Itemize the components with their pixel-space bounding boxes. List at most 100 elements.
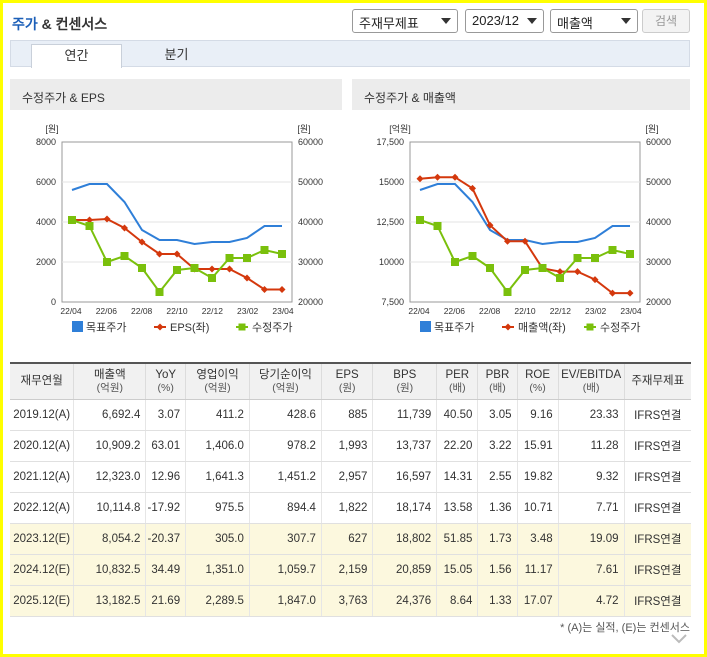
left-tick-label: 12,500	[376, 217, 404, 227]
data-point	[503, 288, 512, 296]
table-cell: 975.5	[185, 492, 250, 524]
table-cell: 1,451.2	[248, 461, 322, 493]
x-tick-label: 22/12	[550, 306, 572, 316]
column-header-unit: (%)	[157, 381, 174, 394]
financial-table: 재무연월 매출액 (억원) YoY (%) 영업이익 (억원) 당기순이익 (억원) EPS (원)…	[10, 362, 691, 617]
right-tick-label: 60000	[298, 137, 323, 147]
column-header: BPS (원)	[372, 363, 437, 400]
table-cell: 10,832.5	[73, 554, 146, 586]
table-row: 2023.12(E) 8,054.2 -20.37 305.0 307.7 627 18,8…	[10, 523, 691, 555]
table-cell: IFRS연결	[623, 399, 691, 431]
table-cell: 14.31	[436, 461, 478, 493]
data-point	[608, 246, 617, 254]
column-header: PBR (배)	[477, 363, 517, 400]
metric-select[interactable]: 매출액	[550, 9, 638, 33]
table-cell: IFRS연결	[623, 430, 691, 462]
data-point	[68, 216, 76, 224]
data-point	[469, 184, 476, 192]
column-header-unit: (%)	[529, 381, 546, 394]
left-unit-label: [원]	[45, 124, 58, 134]
data-point	[451, 258, 459, 266]
data-point	[521, 237, 529, 245]
column-header: 매출액 (억원)	[73, 363, 146, 400]
statement-type-select[interactable]: 주재무제표	[352, 9, 458, 33]
data-point	[138, 238, 146, 246]
column-header: 당기순이익 (억원)	[248, 363, 322, 400]
table-cell: 22.20	[436, 430, 478, 462]
left-tick-label: 17,500	[376, 137, 404, 147]
x-tick-label: 23/02	[237, 306, 259, 316]
table-cell: 2,159	[320, 554, 373, 586]
data-point	[626, 289, 634, 297]
column-header: EV/EBITDA (배)	[557, 363, 625, 400]
title-rest: & 컨센서스	[37, 16, 108, 32]
data-point	[468, 252, 477, 260]
legend-marker	[238, 323, 246, 331]
data-point	[486, 264, 494, 272]
table-cell: 305.0	[185, 523, 250, 555]
data-point	[85, 222, 94, 230]
left-tick-label: 15000	[379, 177, 404, 187]
chevron-down-icon[interactable]	[670, 632, 688, 646]
table-cell: 1,059.7	[248, 554, 322, 586]
column-header-label: 주재무제표	[631, 374, 685, 387]
column-header: PER (배)	[436, 363, 478, 400]
table-cell: 4.72	[557, 585, 625, 617]
data-point	[138, 264, 146, 272]
column-header-unit: (배)	[582, 381, 600, 394]
chevron-down-icon	[527, 18, 537, 24]
chart-legend: 목표주가 매출액(좌) 수정주가	[420, 321, 640, 334]
chevron-down-icon	[441, 18, 451, 24]
column-header: 재무연월	[10, 363, 74, 400]
data-point	[278, 250, 286, 258]
x-tick-label: 22/10	[514, 306, 536, 316]
table-cell: 40.50	[436, 399, 478, 431]
period-tabs: 연간 분기	[10, 40, 690, 68]
data-point	[156, 250, 163, 258]
table-row: 2019.12(A) 6,692.4 3.07 411.2 428.6 885 11,739…	[10, 399, 691, 431]
table-cell: 16,597	[372, 461, 437, 493]
legend-label: 매출액(좌)	[518, 321, 566, 334]
table-cell: 17.07	[516, 585, 559, 617]
tab-quarterly[interactable]: 분기	[164, 47, 189, 62]
table-cell: 2,289.5	[185, 585, 250, 617]
data-point	[121, 224, 128, 232]
search-button[interactable]: 검색	[642, 9, 690, 33]
data-point	[260, 246, 269, 254]
data-point	[486, 221, 494, 229]
table-cell: 1.33	[477, 585, 517, 617]
table-cell: 2023.12(E)	[10, 523, 74, 555]
left-tick-label: 10000	[379, 257, 404, 267]
table-cell: 10,909.2	[73, 430, 146, 462]
right-tick-label: 20000	[646, 297, 671, 307]
table-cell: 1,822	[320, 492, 373, 524]
period-select[interactable]: 2023/12	[465, 9, 544, 33]
column-header-unit: (억원)	[204, 381, 231, 394]
series-line	[71, 183, 282, 246]
column-header-label: PBR	[485, 368, 510, 381]
table-row: 2025.12(E) 13,182.5 21.69 2,289.5 1,847.0 3,7…	[10, 585, 691, 617]
tab-annual[interactable]: 연간	[31, 44, 122, 68]
table-cell: 1.36	[477, 492, 517, 524]
table-cell: 18,174	[372, 492, 437, 524]
column-header-label: 재무연월	[20, 374, 63, 387]
right-unit-label: [원]	[297, 124, 310, 134]
table-row: 2022.12(A) 10,114.8 -17.92 975.5 894.4 1,822 1…	[10, 492, 691, 524]
left-tick-label: 2000	[36, 257, 56, 267]
data-point	[173, 266, 181, 274]
right-tick-label: 20000	[298, 297, 323, 307]
series-line	[419, 183, 630, 246]
legend-swatch	[420, 321, 431, 332]
column-header-unit: (억원)	[96, 381, 123, 394]
column-header: YoY (%)	[145, 363, 186, 400]
data-point	[208, 265, 216, 273]
column-header: 주재무제표	[623, 363, 691, 400]
table-cell: 20,859	[372, 554, 437, 586]
table-cell: 15.91	[516, 430, 559, 462]
table-cell: 2025.12(E)	[10, 585, 74, 617]
data-point	[155, 288, 164, 296]
table-cell: 24,376	[372, 585, 437, 617]
column-header: 영업이익 (억원)	[185, 363, 250, 400]
table-cell: 11,739	[372, 399, 437, 431]
left-tick-label: 8000	[36, 137, 56, 147]
